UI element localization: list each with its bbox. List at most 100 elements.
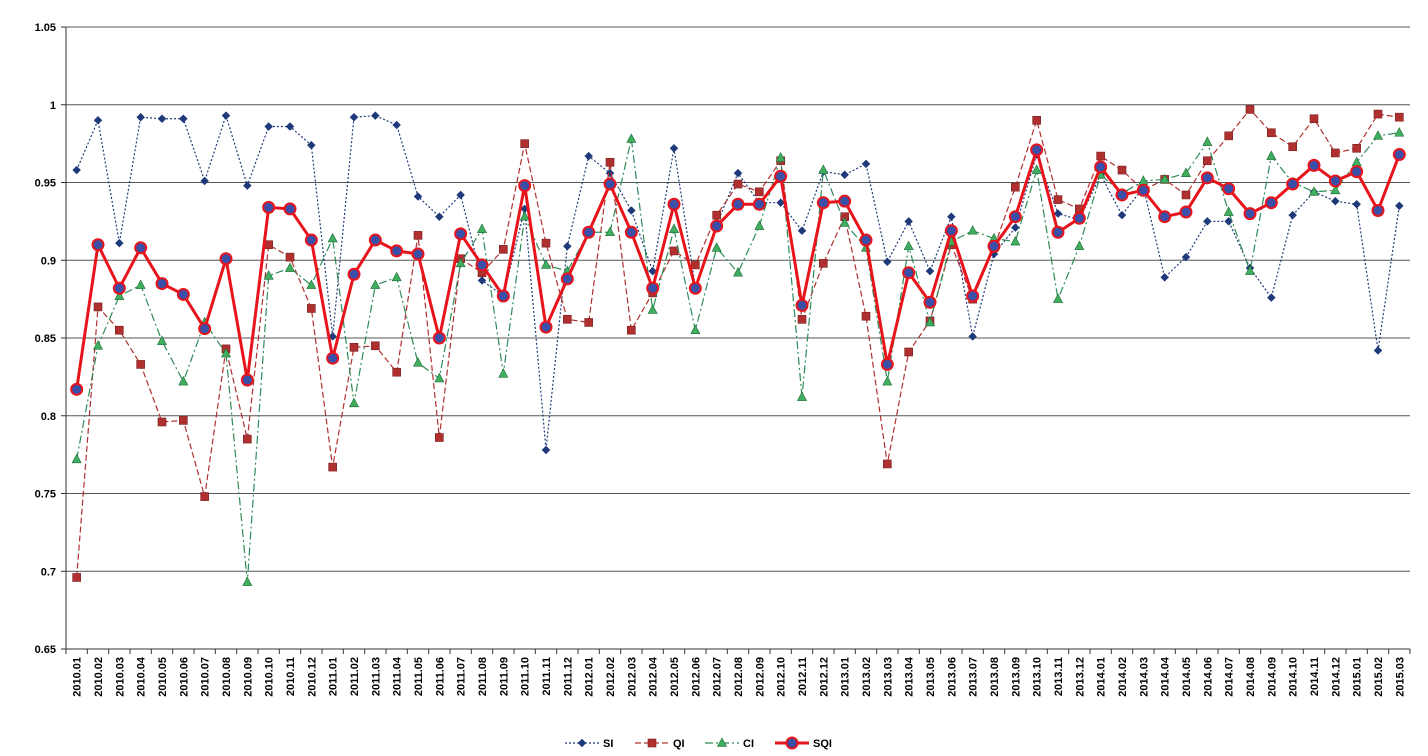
data-point-ci xyxy=(498,368,509,378)
x-tick-label: 2014.10 xyxy=(1288,657,1300,697)
y-tick-label: 1.05 xyxy=(35,22,56,34)
data-point-ci xyxy=(690,324,701,335)
legend-label: QI xyxy=(673,738,685,750)
data-point-si xyxy=(648,266,658,276)
data-point-qi xyxy=(691,260,700,270)
x-tick-label: 2011.12 xyxy=(562,657,574,696)
data-point-sqi xyxy=(219,252,233,266)
data-point-ci xyxy=(434,372,445,383)
data-point-sqi xyxy=(1222,182,1236,196)
data-point-sqi xyxy=(240,373,254,387)
x-tick-label: 2012.10 xyxy=(776,657,788,697)
data-point-qi xyxy=(541,238,551,248)
data-point-ci xyxy=(1394,127,1405,137)
data-point-si xyxy=(456,190,466,200)
y-tick-label: 0.8 xyxy=(41,411,56,423)
legend-entry-si: SI xyxy=(565,738,613,750)
data-point-si xyxy=(221,111,231,120)
legend-entry-sqi: SQI xyxy=(775,736,832,750)
data-point-ci xyxy=(519,211,530,221)
data-point-sqi xyxy=(944,224,958,238)
data-point-qi xyxy=(1181,190,1191,200)
data-point-qi xyxy=(797,315,807,324)
data-point-sqi xyxy=(1392,148,1406,162)
data-point-sqi xyxy=(176,287,190,301)
data-point-sqi xyxy=(624,225,638,239)
data-point-sqi xyxy=(411,247,425,261)
data-point-sqi xyxy=(347,267,361,281)
data-point-si xyxy=(1288,210,1298,220)
data-point-sqi xyxy=(1158,210,1172,224)
y-tick-label: 0.7 xyxy=(41,566,56,578)
x-tick-label: 2010.01 xyxy=(72,657,84,697)
data-point-sqi xyxy=(710,219,724,233)
data-point-sqi xyxy=(134,241,148,255)
data-point-sqi xyxy=(1264,196,1278,210)
data-point-ci xyxy=(669,223,679,233)
data-point-ci xyxy=(242,576,253,586)
data-point-sqi xyxy=(432,331,446,345)
data-point-ci xyxy=(1159,173,1170,184)
x-tick-label: 2014.07 xyxy=(1224,657,1236,697)
x-tick-label: 2014.03 xyxy=(1138,657,1150,697)
data-point-ci xyxy=(349,397,359,408)
x-tick-label: 2012.02 xyxy=(605,657,617,697)
data-point-sqi xyxy=(1072,211,1086,225)
legend-entry-ci: CI xyxy=(705,737,754,750)
data-point-sqi xyxy=(1200,171,1214,185)
data-point-ci xyxy=(1202,136,1213,146)
data-point-qi xyxy=(1117,165,1127,175)
data-point-qi xyxy=(349,343,359,352)
data-point-qi xyxy=(1373,109,1383,119)
data-point-qi xyxy=(435,433,444,442)
data-point-sqi xyxy=(91,238,105,252)
data-point-ci xyxy=(967,225,978,235)
data-point-qi xyxy=(669,246,679,256)
data-point-ci xyxy=(839,217,850,227)
data-point-si xyxy=(392,120,402,130)
x-tick-label: 2011.06 xyxy=(434,657,446,696)
data-point-si xyxy=(1373,346,1383,355)
data-point-si xyxy=(370,111,380,120)
data-point-si xyxy=(669,143,679,153)
data-point-si xyxy=(242,181,252,190)
data-point-qi xyxy=(1309,114,1319,124)
data-point-si xyxy=(946,212,956,222)
data-point-qi xyxy=(1053,195,1063,204)
data-point-sqi xyxy=(1243,207,1257,221)
data-point-qi xyxy=(1011,182,1020,192)
data-point-sqi xyxy=(475,258,489,272)
data-point-sqi xyxy=(582,225,596,239)
data-point-sqi xyxy=(390,244,404,258)
data-point-ci xyxy=(797,391,807,401)
data-point-si xyxy=(1330,196,1340,206)
data-point-si xyxy=(584,151,594,161)
x-tick-label: 2013.09 xyxy=(1010,657,1022,697)
data-point-sqi xyxy=(155,277,169,291)
data-point-si xyxy=(797,226,807,236)
data-point-si xyxy=(1181,252,1191,262)
data-point-ci xyxy=(327,232,338,243)
data-point-sqi xyxy=(816,196,830,210)
data-point-si xyxy=(157,114,167,124)
data-point-sqi xyxy=(688,281,702,295)
data-point-qi xyxy=(243,434,252,444)
data-point-ci xyxy=(647,304,658,314)
data-point-si xyxy=(541,445,551,455)
data-point-qi xyxy=(179,416,188,425)
data-point-sqi xyxy=(1136,183,1150,197)
x-tick-label: 2013.12 xyxy=(1074,657,1086,697)
data-point-ci xyxy=(135,279,146,289)
data-point-si xyxy=(1117,210,1127,220)
data-point-si xyxy=(72,165,82,175)
data-point-sqi xyxy=(859,233,873,247)
data-point-sqi xyxy=(1350,165,1364,179)
data-point-si xyxy=(968,332,978,341)
data-point-qi xyxy=(307,304,316,313)
x-tick-label: 2014.01 xyxy=(1096,657,1108,697)
data-point-qi xyxy=(1331,148,1340,158)
data-point-sqi xyxy=(880,357,894,371)
data-point-sqi xyxy=(454,227,468,241)
data-point-si xyxy=(178,114,188,124)
x-tick-label: 2015.03 xyxy=(1394,657,1406,697)
